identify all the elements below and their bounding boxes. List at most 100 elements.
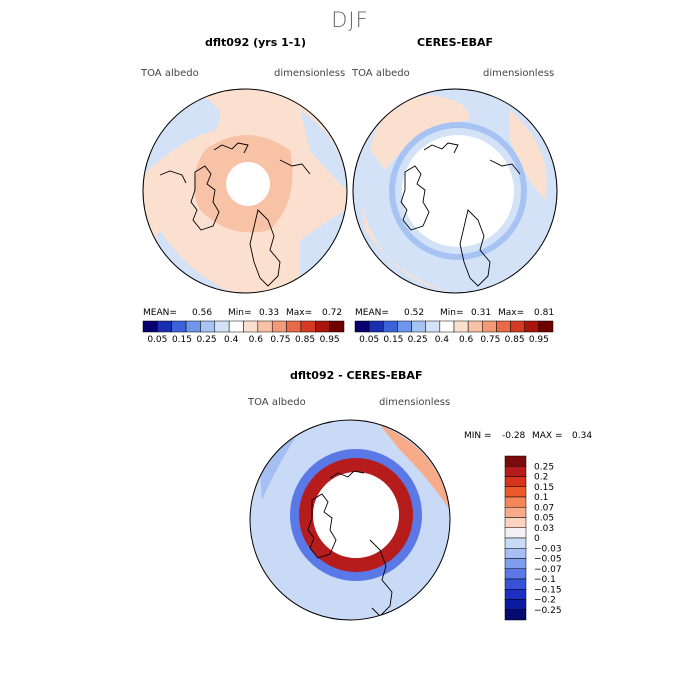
panel2-colorbar-box — [467, 320, 483, 333]
panel1-colorbar-tick-label: 0.75 — [270, 335, 290, 345]
panel3-colorbar-tick-label: 0.25 — [534, 462, 554, 472]
panel2-colorbar-box — [482, 320, 497, 333]
panel3-colorbar-tick-label: 0.1 — [534, 493, 548, 503]
panel3-colorbar-box — [504, 486, 527, 498]
panel2-colorbar-box — [383, 320, 398, 333]
panel3-title: dflt092 - CERES-EBAF — [290, 369, 423, 382]
panel2-colorbar-box — [425, 320, 441, 333]
panel2-colorbar-tick-label: 0.6 — [459, 335, 474, 345]
panel2-colorbar-box — [368, 320, 384, 333]
panel3-colorbar: 0.250.20.150.10.070.050.030−0.03−0.05−0.… — [504, 455, 562, 621]
panel3-colorbar-tick-label: −0.15 — [534, 585, 562, 595]
panel3-colorbar-tick-label: −0.03 — [534, 544, 562, 554]
panel2-min-value: 0.31 — [471, 308, 492, 318]
panel3-colorbar-tick-label: 0 — [534, 534, 540, 544]
panel1-colorbar-tick-label: 0.25 — [197, 335, 217, 345]
panel3-min-value: -0.28 — [502, 431, 526, 441]
panel3-max-value: 0.34 — [572, 431, 593, 441]
figure-title: DJF — [331, 8, 369, 32]
panel3-colorbar-box — [504, 466, 527, 477]
panel2-map-border — [352, 88, 558, 294]
panel2-colorbar-box — [524, 320, 540, 333]
panel3-colorbar-box — [504, 589, 527, 600]
panel2-colorbar-box — [538, 320, 554, 333]
panel2-colorbar-box — [439, 320, 455, 333]
panel2-colorbar-box — [453, 320, 469, 333]
panel1-colorbar-tick-label: 0.15 — [172, 335, 192, 345]
panel3-colorbar-tick-label: 0.05 — [534, 514, 554, 524]
panel3-colorbar-tick-label: 0.07 — [534, 503, 554, 513]
panel1-max-label: Max= — [286, 308, 313, 318]
panel2-min-label: Min= — [440, 308, 464, 318]
panel3-variable: TOA albedo — [248, 397, 306, 408]
panel3-units: dimensionless — [379, 397, 451, 408]
panel2-colorbar-box — [354, 320, 370, 333]
panel1-colorbar-box — [157, 320, 172, 333]
panel1-colorbar-box — [214, 320, 230, 333]
panel1-colorbar-box — [315, 320, 330, 333]
panel1-map — [143, 89, 347, 293]
panel3-colorbar-box — [504, 578, 527, 590]
panel3-colorbar-box — [504, 558, 527, 569]
panel1-colorbar-box — [142, 320, 158, 333]
panel3-max-label: MAX = — [532, 431, 563, 441]
panel3-colorbar-tick-label: −0.25 — [534, 606, 562, 616]
panel2-units: dimensionless — [483, 68, 555, 79]
panel2-variable: TOA albedo — [352, 68, 410, 79]
panel3-colorbar-tick-label: −0.1 — [534, 575, 556, 585]
panel3-colorbar-box — [504, 599, 527, 610]
panel2-colorbar: 0.05 0.15 0.25 0.4 0.6 0.75 0.85 0.95 — [354, 320, 554, 345]
panel3-colorbar-tick-label: 0.03 — [534, 524, 554, 534]
panel3-colorbar-box — [504, 568, 527, 580]
panel3-colorbar-box — [504, 476, 527, 487]
panel1-colorbar: 0.05 0.15 0.25 0.4 0.6 0.75 0.85 0.95 — [142, 320, 345, 345]
panel3-colorbar-box — [504, 517, 527, 528]
panel2-map — [353, 89, 557, 293]
panel1-colorbar-tick-label: 0.95 — [320, 335, 340, 345]
panel1-units: dimensionless — [274, 68, 346, 79]
panel3-colorbar-box — [504, 496, 527, 508]
panel2-colorbar-tick-label: 0.75 — [480, 335, 500, 345]
panel1-colorbar-box — [286, 320, 302, 333]
panel2-title: CERES-EBAF — [417, 36, 493, 49]
panel2-colorbar-box — [510, 320, 525, 333]
panel2-mean-label: MEAN= — [355, 308, 389, 318]
panel3-colorbar-tick-label: 0.2 — [534, 473, 548, 483]
panel3-colorbar-box — [504, 455, 527, 467]
panel2-colorbar-tick-label: 0.85 — [505, 335, 525, 345]
panel1-colorbar-box — [243, 320, 259, 333]
panel1-max-value: 0.72 — [322, 308, 343, 318]
panel2-colorbar-tick-label: 0.25 — [408, 335, 428, 345]
panel1-variable: TOA albedo — [141, 68, 199, 79]
panel1-map-border — [142, 88, 348, 294]
panel3-map — [250, 420, 450, 620]
panel1-min-label: Min= — [228, 308, 252, 318]
panel1-title: dflt092 (yrs 1-1) — [205, 36, 306, 49]
panel3-colorbar-box — [504, 507, 527, 518]
panel1-colorbar-box — [257, 320, 273, 333]
panel2-max-label: Max= — [498, 308, 525, 318]
panel2-mean-value: 0.52 — [404, 308, 425, 318]
panel1-colorbar-box — [185, 320, 201, 333]
panel3-colorbar-box — [504, 527, 527, 539]
panel2-max-value: 0.81 — [534, 308, 555, 318]
panel2-colorbar-tick-label: 0.4 — [435, 335, 450, 345]
panel1-colorbar-box — [171, 320, 187, 333]
panel1-colorbar-box — [329, 320, 345, 333]
panel1-colorbar-box — [228, 320, 244, 333]
panel1-mean-value: 0.56 — [192, 308, 213, 318]
panel3-colorbar-tick-label: 0.15 — [534, 483, 554, 493]
panel2-colorbar-box — [496, 320, 511, 333]
panel2-colorbar-box — [411, 320, 426, 333]
panel3-colorbar-tick-label: −0.2 — [534, 596, 556, 606]
panel2-colorbar-tick-label: 0.05 — [359, 335, 379, 345]
panel3-colorbar-tick-label: −0.07 — [534, 565, 562, 575]
panel1-colorbar-box — [200, 320, 216, 333]
panel1-colorbar-tick-label: 0.85 — [295, 335, 315, 345]
panel3-colorbar-box — [504, 609, 527, 621]
panel1-min-value: 0.33 — [259, 308, 280, 318]
panel2-colorbar-tick-label: 0.15 — [383, 335, 403, 345]
panel1-colorbar-box — [271, 320, 287, 333]
panel1-colorbar-tick-label: 0.05 — [147, 335, 167, 345]
